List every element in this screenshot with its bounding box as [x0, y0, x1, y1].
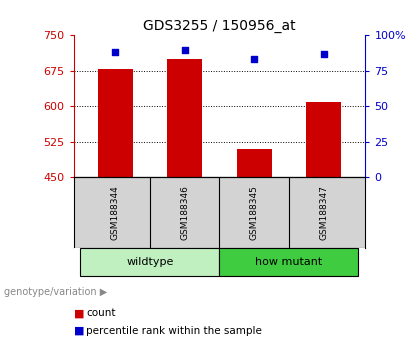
Text: GSM188347: GSM188347 [319, 185, 328, 240]
Text: genotype/variation ▶: genotype/variation ▶ [4, 287, 108, 297]
Text: GSM188346: GSM188346 [180, 185, 189, 240]
Text: count: count [86, 308, 116, 318]
Text: ■: ■ [74, 308, 84, 318]
Bar [220, 248, 358, 276]
Title: GDS3255 / 150956_at: GDS3255 / 150956_at [143, 19, 296, 33]
Bar [237, 149, 272, 177]
Text: ■: ■ [74, 326, 84, 336]
Text: how mutant: how mutant [255, 257, 323, 267]
Point [251, 57, 257, 62]
Bar [81, 248, 220, 276]
Text: wildtype: wildtype [126, 257, 173, 267]
Text: percentile rank within the sample: percentile rank within the sample [86, 326, 262, 336]
Bar [167, 59, 202, 177]
Point [320, 51, 327, 57]
Bar [306, 102, 341, 177]
Bar [98, 69, 133, 177]
Text: GSM188344: GSM188344 [111, 185, 120, 240]
Point [181, 47, 188, 52]
Text: GSM188345: GSM188345 [250, 185, 259, 240]
Point [112, 50, 118, 55]
